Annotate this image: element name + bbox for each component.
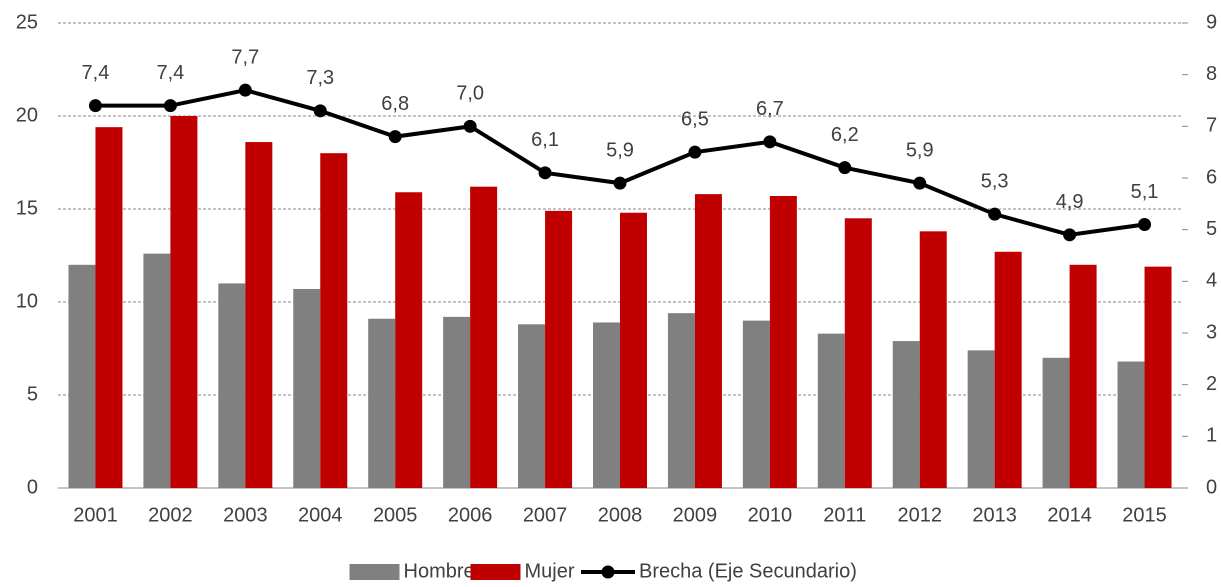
point <box>313 104 327 118</box>
bar <box>967 350 995 488</box>
point <box>88 99 102 113</box>
x-tick-label: 2012 <box>897 504 942 526</box>
point <box>763 135 777 149</box>
point <box>238 83 252 97</box>
data-label: 6,8 <box>381 93 409 115</box>
bar <box>395 192 423 488</box>
y2-tick-label: 6 <box>1206 166 1217 188</box>
x-tick-label: 2001 <box>73 504 118 526</box>
y-tick-label: 0 <box>27 476 38 498</box>
bar <box>368 318 396 488</box>
bar <box>694 194 722 488</box>
legend-label: Hombre <box>404 560 475 582</box>
bar <box>919 231 947 488</box>
data-label: 5,1 <box>1131 181 1159 203</box>
y2-tick-label: 1 <box>1206 425 1217 447</box>
bar <box>593 322 620 488</box>
x-tick-label: 2006 <box>448 504 493 526</box>
data-label: 7,3 <box>306 67 334 89</box>
data-label: 5,9 <box>606 139 634 161</box>
bar <box>667 313 695 488</box>
bar <box>320 153 348 488</box>
legend-swatch <box>349 564 400 580</box>
point <box>388 130 402 144</box>
data-label: 5,3 <box>981 170 1009 192</box>
data-label: 7,4 <box>156 62 184 84</box>
x-tick-label: 2014 <box>1047 504 1092 526</box>
point <box>688 145 702 159</box>
y2-tick-label: 8 <box>1206 63 1217 85</box>
bar <box>994 251 1022 488</box>
y-tick-label: 15 <box>16 197 38 219</box>
legend-label: Brecha (Eje Secundario) <box>639 560 857 582</box>
data-label: 6,1 <box>531 129 559 151</box>
data-label: 6,5 <box>681 108 709 130</box>
bar <box>170 116 198 488</box>
bar <box>1117 361 1145 488</box>
point <box>463 119 477 133</box>
point <box>1138 218 1152 231</box>
bar <box>293 288 321 488</box>
bar <box>1144 266 1172 488</box>
point <box>163 99 177 113</box>
point <box>538 166 552 180</box>
data-label: 4,9 <box>1056 191 1084 213</box>
y2-tick-label: 3 <box>1206 321 1217 343</box>
x-tick-label: 2002 <box>148 504 193 526</box>
x-tick-label: 2005 <box>373 504 418 526</box>
data-label: 7,4 <box>82 62 110 84</box>
point <box>838 161 852 175</box>
y-tick-label: 20 <box>16 104 38 126</box>
bar <box>245 142 273 489</box>
point <box>1063 228 1077 242</box>
y2-tick-label: 4 <box>1206 270 1217 292</box>
bar <box>817 333 845 488</box>
bar <box>742 320 770 488</box>
data-label: 7,0 <box>456 83 484 105</box>
y2-tick-label: 7 <box>1206 115 1217 137</box>
legend-label: Mujer <box>525 560 575 582</box>
data-label: 5,9 <box>906 139 934 161</box>
bar <box>443 316 471 488</box>
x-tick-label: 2010 <box>748 504 793 526</box>
x-tick-label: 2004 <box>298 504 343 526</box>
bar <box>143 253 171 488</box>
bar <box>769 195 797 489</box>
data-label: 6,2 <box>831 124 859 146</box>
bar <box>620 212 647 488</box>
y-tick-label: 10 <box>16 290 38 312</box>
x-tick-label: 2015 <box>1122 504 1167 526</box>
x-tick-label: 2011 <box>823 504 866 526</box>
bar <box>518 324 546 488</box>
legend-swatch <box>470 564 521 580</box>
x-tick-label: 2008 <box>598 504 643 526</box>
point <box>913 176 927 190</box>
point <box>613 176 627 190</box>
y2-tick-label: 2 <box>1206 373 1217 395</box>
bar <box>545 210 573 489</box>
x-tick-label: 2013 <box>972 504 1017 526</box>
bar <box>68 264 96 488</box>
bar <box>1042 357 1070 488</box>
legend-swatch <box>601 565 615 579</box>
x-tick-label: 2003 <box>223 504 268 526</box>
data-label: 7,7 <box>231 46 259 68</box>
bar <box>844 218 872 489</box>
point <box>988 207 1002 221</box>
bar <box>218 283 246 488</box>
data-label: 6,7 <box>756 98 784 120</box>
y-tick-label: 5 <box>27 383 38 405</box>
bar <box>1069 264 1097 488</box>
y-tick-label: 25 <box>16 11 38 33</box>
y2-tick-label: 0 <box>1206 476 1217 498</box>
bar <box>892 341 920 488</box>
bar <box>470 186 498 488</box>
x-tick-label: 2009 <box>673 504 718 526</box>
y2-tick-label: 9 <box>1206 11 1217 33</box>
bar <box>95 127 123 488</box>
y2-tick-label: 5 <box>1206 218 1217 240</box>
x-tick-label: 2007 <box>523 504 568 526</box>
